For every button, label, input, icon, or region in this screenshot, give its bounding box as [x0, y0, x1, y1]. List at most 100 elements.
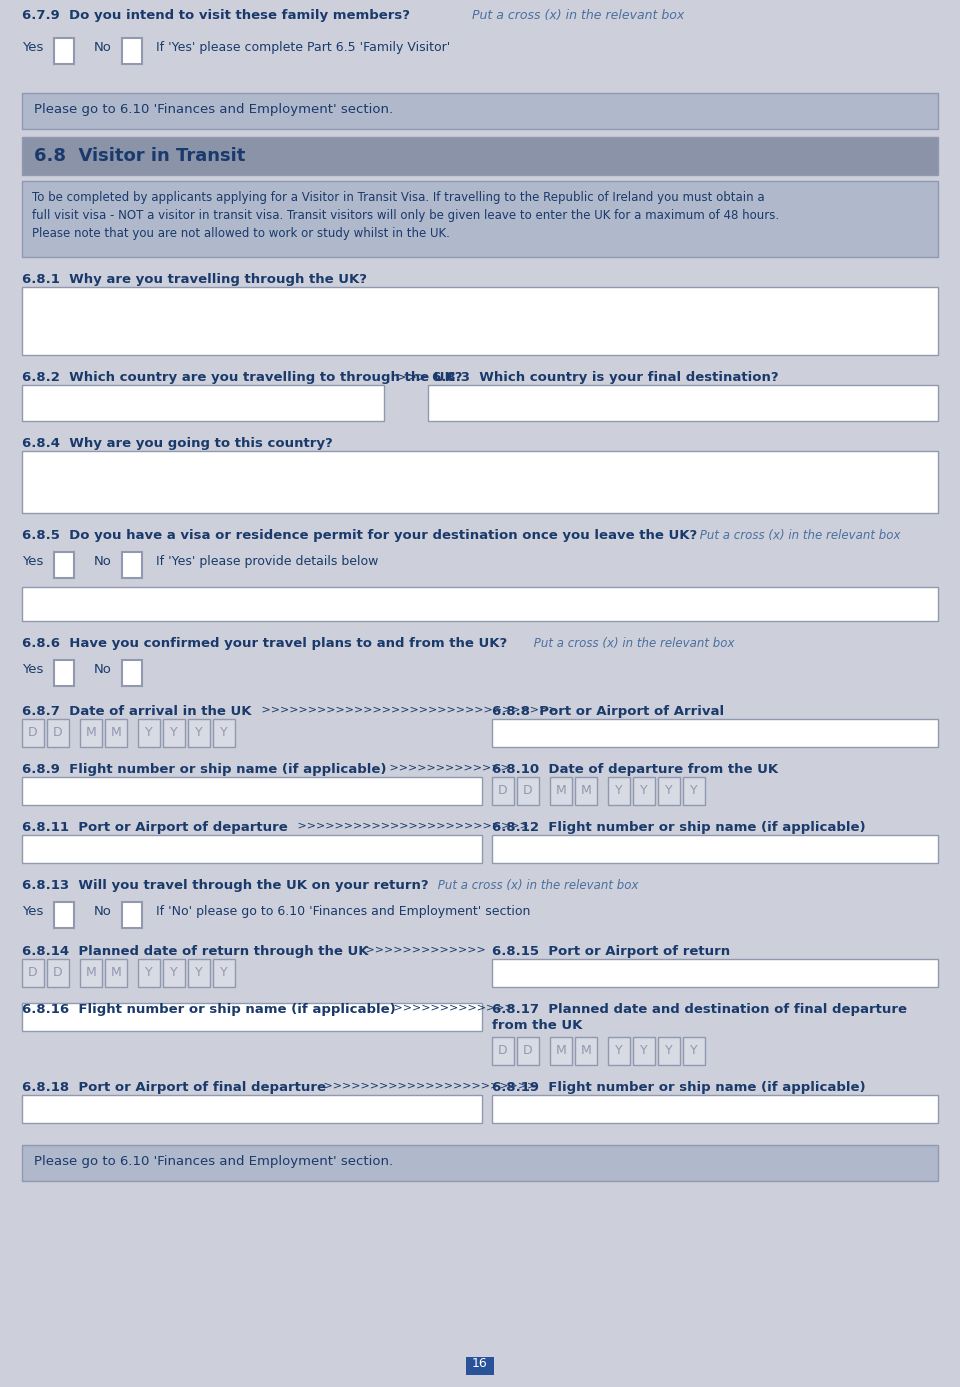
Text: Put a cross (x) in the relevant box: Put a cross (x) in the relevant box	[696, 528, 900, 542]
Text: 6.8.13  Will you travel through the UK on your return?: 6.8.13 Will you travel through the UK on…	[22, 879, 428, 892]
Text: No: No	[94, 904, 112, 918]
Text: If 'No' please go to 6.10 'Finances and Employment' section: If 'No' please go to 6.10 'Finances and …	[156, 904, 530, 918]
Bar	[22, 587, 938, 621]
Text: Y: Y	[615, 785, 623, 798]
Text: 6.8.10  Date of departure from the UK: 6.8.10 Date of departure from the UK	[492, 763, 779, 775]
Bar	[188, 718, 210, 748]
Bar	[213, 718, 235, 748]
Bar	[492, 777, 514, 804]
Text: M: M	[85, 727, 96, 739]
Text: Y: Y	[665, 1044, 673, 1057]
Bar	[22, 1146, 938, 1180]
Text: Yes: Yes	[22, 42, 43, 54]
Bar	[47, 718, 69, 748]
Bar	[213, 958, 235, 988]
Bar	[22, 1094, 482, 1123]
Bar	[575, 1037, 597, 1065]
Bar	[608, 777, 630, 804]
Bar	[54, 660, 74, 687]
Bar	[683, 777, 705, 804]
Bar	[22, 777, 482, 804]
Bar	[22, 93, 938, 129]
Text: M: M	[85, 967, 96, 979]
Bar	[492, 835, 938, 863]
Text: 6.8.18  Port or Airport of final departure: 6.8.18 Port or Airport of final departur…	[22, 1080, 326, 1094]
Bar	[492, 1094, 938, 1123]
Text: Y: Y	[690, 1044, 698, 1057]
Text: M: M	[110, 967, 121, 979]
Bar	[22, 180, 938, 257]
Text: Y: Y	[220, 967, 228, 979]
Text: 6.8.19  Flight number or ship name (if applicable): 6.8.19 Flight number or ship name (if ap…	[492, 1080, 866, 1094]
Text: 6.8.14  Planned date of return through the UK: 6.8.14 Planned date of return through th…	[22, 945, 369, 958]
Text: M: M	[110, 727, 121, 739]
Text: 6.8.4  Why are you going to this country?: 6.8.4 Why are you going to this country?	[22, 437, 333, 449]
Text: >>>>>>>>>>>>>>>>>>>>>>>>>: >>>>>>>>>>>>>>>>>>>>>>>>>	[294, 821, 529, 831]
Text: 6.8.17  Planned date and destination of final departure: 6.8.17 Planned date and destination of f…	[492, 1003, 907, 1017]
Bar	[492, 718, 938, 748]
Text: M: M	[581, 785, 591, 798]
Text: >>>>>>>>>>>>>>>>>>>>>>>: >>>>>>>>>>>>>>>>>>>>>>>	[320, 1080, 537, 1092]
Bar	[122, 37, 142, 64]
Text: Y: Y	[170, 727, 178, 739]
Bar	[22, 386, 384, 422]
Bar	[54, 37, 74, 64]
Text: 6.8.12  Flight number or ship name (if applicable): 6.8.12 Flight number or ship name (if ap…	[492, 821, 866, 834]
Text: 6.8.16  Flight number or ship name (if applicable): 6.8.16 Flight number or ship name (if ap…	[22, 1003, 396, 1017]
Text: Y: Y	[640, 1044, 648, 1057]
Bar	[54, 902, 74, 928]
Bar	[608, 1037, 630, 1065]
Text: Yes: Yes	[22, 555, 43, 569]
Text: 6.8.5  Do you have a visa or residence permit for your destination once you leav: 6.8.5 Do you have a visa or residence pe…	[22, 528, 697, 542]
Text: D: D	[498, 785, 508, 798]
Text: Y: Y	[615, 1044, 623, 1057]
Text: D: D	[523, 785, 533, 798]
Text: Y: Y	[690, 785, 698, 798]
Text: Y: Y	[665, 785, 673, 798]
Text: Put a cross (x) in the relevant box: Put a cross (x) in the relevant box	[468, 8, 684, 22]
Bar	[105, 718, 127, 748]
Bar	[466, 1356, 494, 1375]
Bar	[517, 1037, 539, 1065]
Text: Y: Y	[145, 727, 153, 739]
Text: Y: Y	[220, 727, 228, 739]
Bar	[22, 451, 938, 513]
Bar	[22, 287, 938, 355]
Bar	[163, 718, 185, 748]
Text: 6.8.6  Have you confirmed your travel plans to and from the UK?: 6.8.6 Have you confirmed your travel pla…	[22, 637, 507, 651]
Bar	[633, 777, 655, 804]
Text: 6.8.11  Port or Airport of departure: 6.8.11 Port or Airport of departure	[22, 821, 288, 834]
Text: 6.8  Visitor in Transit: 6.8 Visitor in Transit	[34, 147, 246, 165]
Text: 6.8.2  Which country are you travelling to through the UK?: 6.8.2 Which country are you travelling t…	[22, 370, 463, 384]
Bar	[122, 902, 142, 928]
Text: D: D	[53, 967, 62, 979]
Text: If 'Yes' please complete Part 6.5 'Family Visitor': If 'Yes' please complete Part 6.5 'Famil…	[156, 42, 450, 54]
Text: >>>>>>>>>>>>>>>>>>>>>>>>>>>>>>>>: >>>>>>>>>>>>>>>>>>>>>>>>>>>>>>>>	[258, 705, 558, 716]
Text: M: M	[556, 1044, 566, 1057]
Text: 6.8.8  Port or Airport of Arrival: 6.8.8 Port or Airport of Arrival	[492, 705, 724, 718]
Text: 6.8.7  Date of arrival in the UK: 6.8.7 Date of arrival in the UK	[22, 705, 252, 718]
Bar	[633, 1037, 655, 1065]
Bar	[138, 958, 160, 988]
Bar	[188, 958, 210, 988]
Bar	[683, 1037, 705, 1065]
Bar	[517, 777, 539, 804]
Bar	[550, 777, 572, 804]
Text: Y: Y	[640, 785, 648, 798]
Text: No: No	[94, 42, 112, 54]
Text: 6.8.15  Port or Airport of return: 6.8.15 Port or Airport of return	[492, 945, 731, 958]
Text: Please go to 6.10 'Finances and Employment' section.: Please go to 6.10 'Finances and Employme…	[34, 1155, 394, 1168]
Text: If 'Yes' please provide details below: If 'Yes' please provide details below	[156, 555, 378, 569]
Text: D: D	[28, 727, 37, 739]
Text: D: D	[53, 727, 62, 739]
Bar	[122, 552, 142, 578]
Bar	[122, 660, 142, 687]
Text: 6.8.1  Why are you travelling through the UK?: 6.8.1 Why are you travelling through the…	[22, 273, 367, 286]
Bar	[550, 1037, 572, 1065]
Bar	[492, 958, 938, 988]
Text: >>>: >>>	[392, 370, 427, 384]
Text: M: M	[556, 785, 566, 798]
Text: 6.8.3  Which country is your final destination?: 6.8.3 Which country is your final destin…	[432, 370, 779, 384]
Text: Y: Y	[195, 727, 203, 739]
Bar	[22, 718, 44, 748]
